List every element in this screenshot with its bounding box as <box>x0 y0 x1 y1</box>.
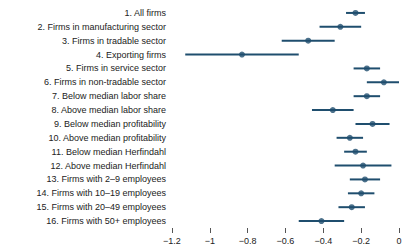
svg-text:9. Below median profitability: 9. Below median profitability <box>54 119 167 129</box>
svg-text:5. Firms in service sector: 5. Firms in service sector <box>66 63 166 73</box>
svg-text:12. Above median Herfindahl: 12. Above median Herfindahl <box>50 161 166 171</box>
svg-text:−0.6: −0.6 <box>277 236 295 246</box>
svg-text:7. Below median labor share: 7. Below median labor share <box>52 91 166 101</box>
svg-text:−1.2: −1.2 <box>163 236 181 246</box>
svg-text:−1: −1 <box>205 236 215 246</box>
svg-text:10. Above median profitability: 10. Above median profitability <box>48 133 166 143</box>
svg-text:6. Firms in non-tradable secto: 6. Firms in non-tradable sector <box>44 77 166 87</box>
svg-text:−0.2: −0.2 <box>352 236 370 246</box>
svg-text:4. Exporting firms: 4. Exporting firms <box>96 50 167 60</box>
svg-text:3. Firms in tradable sector: 3. Firms in tradable sector <box>62 36 166 46</box>
svg-text:16. Firms with 50+ employees: 16. Firms with 50+ employees <box>46 216 166 226</box>
svg-text:1. All firms: 1. All firms <box>124 8 166 18</box>
svg-text:8. Above median labor share: 8. Above median labor share <box>51 105 166 115</box>
svg-text:−0.8: −0.8 <box>239 236 257 246</box>
svg-text:13. Firms with 2–9 employees: 13. Firms with 2–9 employees <box>46 174 166 184</box>
svg-text:2. Firms in manufacturing sect: 2. Firms in manufacturing sector <box>37 22 166 32</box>
svg-text:15. Firms with 20–49 employees: 15. Firms with 20–49 employees <box>36 202 166 212</box>
svg-text:−0.4: −0.4 <box>314 236 332 246</box>
svg-text:0: 0 <box>396 236 401 246</box>
svg-text:14. Firms with 10–19 employees: 14. Firms with 10–19 employees <box>36 188 166 198</box>
svg-text:11. Below median Herfindahl: 11. Below median Herfindahl <box>52 147 166 157</box>
